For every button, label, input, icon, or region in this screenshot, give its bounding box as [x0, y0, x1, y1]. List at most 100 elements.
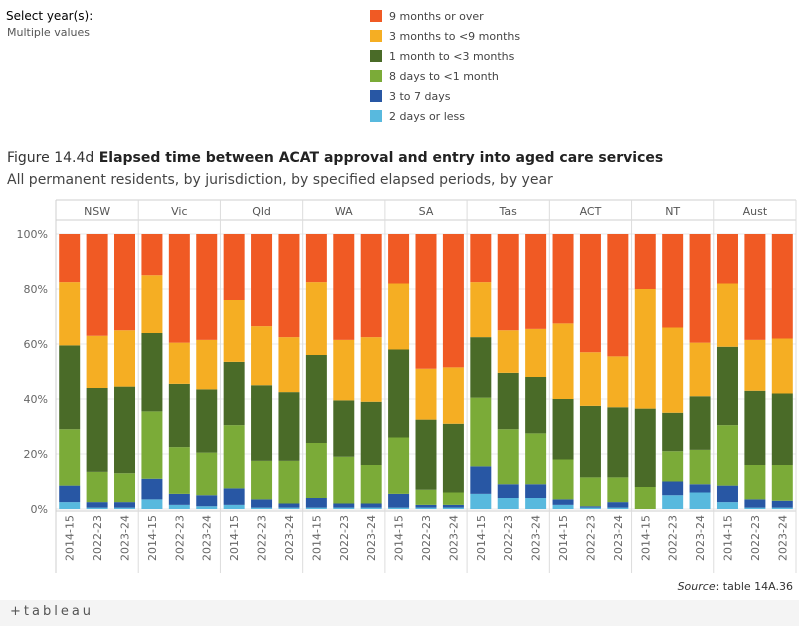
legend: 9 months or over 3 months to <9 months 1 m…	[370, 6, 520, 126]
jurisdiction-header: NT	[665, 205, 680, 218]
bar-segment	[470, 234, 492, 283]
bar-segment	[689, 342, 711, 397]
legend-item[interactable]: 8 days to <1 month	[370, 66, 520, 86]
bar-segment	[141, 411, 163, 479]
jurisdiction-header: Qld	[252, 205, 271, 218]
bar-segment	[771, 507, 793, 509]
tableau-logo[interactable]: +tableau	[10, 604, 95, 619]
bar-segment	[525, 498, 547, 509]
legend-item[interactable]: 3 to 7 days	[370, 86, 520, 106]
bar-segment	[223, 504, 245, 509]
bar-segment	[114, 330, 136, 387]
legend-label: 3 months to <9 months	[389, 29, 521, 43]
source-note: Source: table 14A.36	[678, 580, 793, 593]
legend-swatch	[370, 90, 382, 102]
figure-number: Figure 14.4d	[7, 150, 99, 166]
bar-segment	[114, 386, 136, 474]
bar-segment	[744, 390, 766, 465]
bar-segment	[223, 234, 245, 300]
year-tick-label: 2023-24	[612, 515, 625, 561]
bar-segment	[634, 234, 656, 289]
bar-segment	[771, 500, 793, 508]
year-tick-label: 2023-24	[119, 515, 132, 561]
year-tick-label: 2023-24	[365, 515, 378, 561]
bar-segment	[196, 495, 218, 507]
bar-segment	[388, 507, 410, 509]
bar-segment	[744, 339, 766, 391]
bar-segment	[607, 234, 629, 357]
year-tick-label: 2014-15	[64, 515, 77, 561]
legend-label: 1 month to <3 months	[389, 49, 515, 63]
legend-item[interactable]: 2 days or less	[370, 106, 520, 126]
bar-segment	[251, 507, 273, 509]
y-tick-label: 40%	[24, 393, 48, 406]
y-tick-label: 60%	[24, 338, 48, 351]
bar-segment	[168, 447, 190, 494]
bar-segment	[388, 493, 410, 508]
bar-segment	[497, 498, 519, 509]
year-tick-label: 2022-23	[749, 515, 762, 561]
bar-segment	[689, 396, 711, 450]
bar-segment	[525, 328, 547, 377]
bar-segment	[689, 449, 711, 485]
bar-segment	[223, 361, 245, 426]
bar-segment	[388, 437, 410, 494]
jurisdiction-header: SA	[419, 205, 434, 218]
jurisdiction-header: NSW	[84, 205, 110, 218]
legend-item[interactable]: 1 month to <3 months	[370, 46, 520, 66]
year-tick-label: 2023-24	[530, 515, 543, 561]
bar-segment	[470, 282, 492, 338]
bar-segment	[251, 234, 273, 327]
bar-segment	[579, 234, 601, 353]
bar-segment	[278, 507, 300, 509]
bar-segment	[278, 234, 300, 338]
bar-segment	[552, 499, 574, 505]
legend-item[interactable]: 3 months to <9 months	[370, 26, 520, 46]
bar-segment	[662, 495, 684, 509]
bar-segment	[470, 493, 492, 509]
bar-segment	[278, 460, 300, 504]
bar-segment	[251, 460, 273, 500]
year-tick-label: 2023-24	[447, 515, 460, 561]
bar-segment	[662, 481, 684, 496]
bar-segment	[59, 234, 81, 283]
year-tick-label: 2022-23	[502, 515, 515, 561]
bar-segment	[607, 477, 629, 503]
bar-segment	[525, 433, 547, 485]
legend-label: 3 to 7 days	[389, 89, 451, 103]
bar-segment	[744, 499, 766, 508]
bar-segment	[579, 352, 601, 406]
bar-segment	[497, 372, 519, 430]
bar-segment	[442, 504, 464, 508]
bar-segment	[114, 473, 136, 503]
figure-heading: Elapsed time between ACAT approval and e…	[98, 150, 664, 166]
bar-segment	[114, 234, 136, 331]
bar-segment	[442, 492, 464, 505]
bar-segment	[579, 507, 601, 509]
bar-segment	[497, 484, 519, 498]
bar-segment	[196, 234, 218, 340]
bar-segment	[662, 451, 684, 482]
bar-segment	[442, 507, 464, 509]
bar-segment	[716, 485, 738, 503]
year-tick-label: 2023-24	[694, 515, 707, 561]
bar-segment	[415, 368, 437, 420]
y-tick-label: 100%	[17, 228, 48, 241]
year-tick-label: 2014-15	[557, 515, 570, 561]
year-filter-value[interactable]: Multiple values	[7, 26, 90, 39]
bar-segment	[662, 234, 684, 328]
legend-item[interactable]: 9 months or over	[370, 6, 520, 26]
bar-segment	[360, 503, 382, 508]
stacked-bar-chart: 0% 20% 40% 60% 80% 100% NSW 2014-15 2022-23 2023-…	[17, 199, 797, 573]
jurisdiction-header: Aust	[743, 205, 768, 218]
y-tick-label: 80%	[24, 283, 48, 296]
legend-label: 9 months or over	[389, 9, 484, 23]
bar-segment	[415, 234, 437, 369]
bar-segment	[360, 465, 382, 504]
bar-segment	[552, 459, 574, 500]
bar-segment	[59, 429, 81, 486]
bar-segment	[525, 234, 547, 329]
tableau-footer: +tableau	[0, 600, 799, 626]
legend-swatch	[370, 10, 382, 22]
bar-segment	[689, 492, 711, 509]
